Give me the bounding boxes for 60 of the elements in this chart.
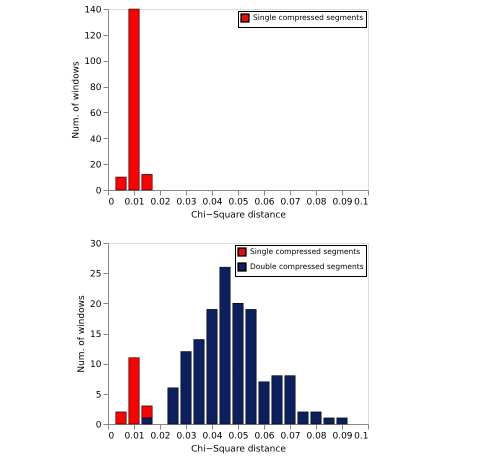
y-tick-label: 25 [90,270,102,280]
x-tick-label: 0.07 [280,198,301,208]
bar [128,8,140,190]
bar [116,412,126,424]
y-tick-label: 5 [96,390,102,400]
x-tick-label: 0.05 [228,432,249,442]
bar [324,418,334,424]
x-tick-label: 0.08 [306,198,327,208]
x-axis-title: Chi−Square distance [191,210,286,220]
x-tick-label: 0.04 [202,432,223,442]
x-tick-label: 0.04 [202,198,223,208]
y-tick-label: 40 [90,134,102,145]
bar [246,309,256,424]
x-tick-label: 0.09 [332,432,353,442]
x-tick-label: 0.03 [176,198,197,208]
bar [258,381,270,424]
bar [180,351,192,424]
bar [168,388,178,424]
x-tick-label: 0.05 [228,198,249,208]
x-tick-label: 0 [108,198,114,208]
y-tick-label: 20 [90,300,102,310]
y-tick-label: 100 [84,57,102,68]
y-tick-label: 0 [96,420,102,430]
bar [284,375,296,424]
y-tick-label: 60 [90,108,102,119]
x-axis-title: Chi−Square distance [191,444,286,454]
bar [206,309,218,424]
y-axis-title: Num. of windows [77,295,88,373]
bar [142,174,152,190]
y-tick-label: 10 [90,360,102,370]
bar [116,176,126,190]
y-tick-label: 140 [84,6,102,16]
y-axis-title: Num. of windows [71,61,82,139]
x-tick-label: 0.07 [280,432,301,442]
x-tick-label: 0.08 [306,432,327,442]
bar [194,339,204,424]
x-tick-label: 0.02 [150,198,171,208]
y-tick-label: 120 [84,31,102,42]
x-tick-label: 0.01 [124,432,145,442]
y-tick-label: 80 [90,83,102,94]
x-tick-label: 0 [108,432,114,442]
y-tick-label: 15 [90,330,102,340]
y-tick-label: 30 [90,240,102,250]
x-tick-label: 0.06 [254,432,275,442]
x-tick-label: 0.02 [150,432,171,442]
bar [310,412,322,424]
x-tick-label: 0.06 [254,198,275,208]
bar [272,375,282,424]
bar [220,266,230,424]
x-tick-label: 0.1 [354,432,368,442]
y-tick-label: 0 [96,186,102,196]
bar [336,418,348,424]
bar [232,303,244,424]
x-tick-label: 0.01 [124,198,145,208]
bar [128,357,140,424]
y-tick-label: 20 [90,160,102,171]
x-tick-label: 0.1 [354,198,368,208]
x-tick-label: 0.03 [176,432,197,442]
bar [298,412,308,424]
x-tick-label: 0.09 [332,198,353,208]
